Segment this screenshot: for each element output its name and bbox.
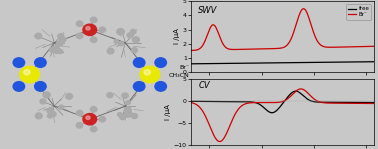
Circle shape (20, 66, 39, 83)
Circle shape (99, 117, 105, 122)
Circle shape (155, 82, 166, 91)
Circle shape (122, 93, 128, 98)
Text: Br⁻: Br⁻ (179, 65, 189, 70)
Circle shape (66, 94, 73, 99)
Circle shape (35, 82, 46, 91)
Circle shape (124, 111, 132, 117)
Circle shape (132, 114, 138, 119)
Circle shape (133, 82, 145, 91)
Circle shape (56, 41, 63, 46)
Y-axis label: I /μA: I /μA (165, 104, 171, 120)
Circle shape (125, 107, 131, 112)
Circle shape (107, 48, 114, 54)
Circle shape (76, 21, 83, 26)
Text: SWV: SWV (198, 6, 218, 15)
Circle shape (107, 93, 113, 98)
Circle shape (90, 107, 97, 112)
Circle shape (144, 70, 150, 75)
Circle shape (40, 99, 46, 104)
Circle shape (47, 114, 52, 118)
Circle shape (86, 27, 90, 30)
Circle shape (130, 30, 136, 34)
Circle shape (127, 33, 133, 38)
Text: CV: CV (198, 81, 210, 90)
Circle shape (99, 27, 105, 32)
Circle shape (83, 114, 97, 125)
Circle shape (35, 33, 42, 39)
Circle shape (132, 37, 139, 43)
Circle shape (83, 24, 97, 35)
Circle shape (13, 82, 25, 91)
Circle shape (126, 101, 130, 104)
Circle shape (133, 58, 145, 67)
Legend: free, Br⁻: free, Br⁻ (345, 4, 372, 20)
Circle shape (49, 47, 55, 52)
Circle shape (140, 66, 160, 83)
Circle shape (119, 42, 124, 46)
Circle shape (118, 113, 122, 117)
Circle shape (155, 58, 166, 67)
Circle shape (131, 48, 137, 53)
Circle shape (57, 49, 63, 54)
Circle shape (13, 58, 25, 67)
Circle shape (76, 110, 83, 116)
Circle shape (58, 34, 64, 39)
Text: CH₃CN: CH₃CN (168, 73, 189, 78)
Y-axis label: I /μA: I /μA (174, 29, 180, 44)
Circle shape (86, 116, 90, 119)
Circle shape (54, 46, 58, 49)
Circle shape (35, 58, 46, 67)
Circle shape (76, 123, 83, 128)
Circle shape (90, 37, 97, 42)
Circle shape (54, 49, 59, 53)
Circle shape (114, 40, 119, 44)
Circle shape (117, 29, 124, 35)
Circle shape (24, 70, 30, 75)
Circle shape (119, 115, 125, 119)
Circle shape (76, 33, 83, 39)
Circle shape (90, 17, 97, 22)
Circle shape (50, 112, 56, 117)
Circle shape (47, 108, 54, 114)
Circle shape (59, 105, 64, 110)
Circle shape (90, 127, 97, 132)
Circle shape (36, 113, 42, 119)
Circle shape (60, 37, 66, 42)
Circle shape (43, 92, 50, 98)
